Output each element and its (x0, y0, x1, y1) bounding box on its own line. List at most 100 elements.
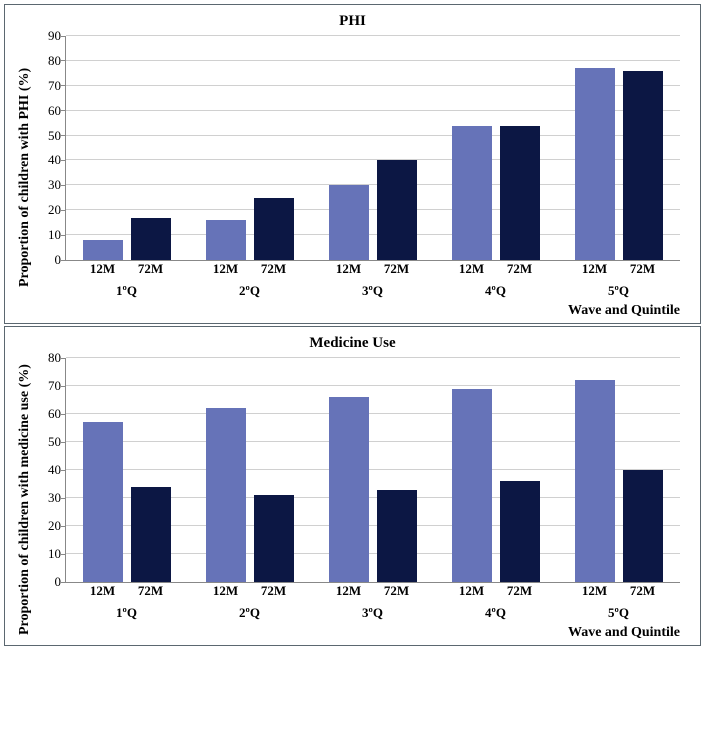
wave-label: 72M (254, 261, 294, 277)
bar (500, 126, 540, 260)
x-labels: 12M72M1ºQ12M72M2ºQ12M72M3ºQ12M72M4ºQ12M7… (65, 261, 680, 299)
x-axis-title: Wave and Quintile (35, 625, 680, 641)
y-tick-label: 70 (48, 78, 66, 94)
bar (254, 495, 294, 582)
bar-group (66, 358, 189, 582)
sub-labels: 12M 72M (311, 583, 434, 599)
wave-label: 72M (377, 583, 417, 599)
chart-area: Proportion of children with medicine use… (15, 358, 690, 641)
bar-group (312, 36, 435, 260)
bar-group (66, 36, 189, 260)
quintile-label: 3ºQ (311, 605, 434, 621)
bar (83, 240, 123, 260)
wave-label: 72M (254, 583, 294, 599)
sub-labels: 12M 72M (188, 261, 311, 277)
chart-title: Medicine Use (15, 335, 690, 352)
bar (623, 470, 663, 582)
bar (131, 218, 171, 260)
y-tick-label: 40 (48, 152, 66, 168)
y-tick-label: 10 (48, 546, 66, 562)
sub-labels: 12M 72M (311, 261, 434, 277)
sub-labels: 12M 72M (557, 261, 680, 277)
y-tick-label: 40 (48, 462, 66, 478)
wave-label: 72M (131, 583, 171, 599)
sub-labels: 12M 72M (65, 583, 188, 599)
x-group: 12M72M1ºQ (65, 261, 188, 299)
x-group: 12M72M4ºQ (434, 261, 557, 299)
quintile-label: 2ºQ (188, 283, 311, 299)
wave-label: 12M (206, 583, 246, 599)
wave-label: 72M (377, 261, 417, 277)
bar (623, 71, 663, 260)
bar (500, 481, 540, 582)
y-tick-label: 0 (55, 574, 67, 590)
quintile-label: 4ºQ (434, 605, 557, 621)
bar (377, 490, 417, 582)
y-tick-label: 90 (48, 28, 66, 44)
x-group: 12M 72M 2ºQ (188, 261, 311, 299)
bar (329, 397, 369, 582)
chart-panel-1: Medicine Use Proportion of children with … (4, 326, 701, 646)
x-group: 12M 72M 5ºQ (557, 583, 680, 621)
bar (206, 408, 246, 582)
wave-label: 12M (452, 583, 492, 599)
quintile-label: 3ºQ (311, 283, 434, 299)
bar-group (312, 358, 435, 582)
plot-container: 010203040506070809012M72M1ºQ12M72M2ºQ12M… (35, 36, 690, 319)
bar-group (557, 358, 680, 582)
bar (377, 160, 417, 260)
wave-label: 12M (329, 261, 369, 277)
x-group: 12M 72M 1ºQ (65, 583, 188, 621)
y-tick-label: 70 (48, 378, 66, 394)
bar-group (189, 36, 312, 260)
quintile-label: 5ºQ (557, 283, 680, 299)
plot: 0102030405060708090 (65, 36, 680, 261)
bar-group (434, 36, 557, 260)
wave-label: 12M (83, 261, 123, 277)
bar (575, 68, 615, 260)
y-tick-label: 0 (55, 252, 67, 268)
y-tick-label: 20 (48, 202, 66, 218)
sub-labels: 12M 72M (188, 583, 311, 599)
x-group: 12M 72M 5ºQ (557, 261, 680, 299)
wave-label: 12M (452, 261, 492, 277)
wave-label: 72M (500, 583, 540, 599)
quintile-label: 5ºQ (557, 605, 680, 621)
wave-label: 72M (623, 261, 663, 277)
bar (83, 422, 123, 582)
quintile-label: 1ºQ (65, 605, 188, 621)
bars-container (66, 358, 680, 582)
bars-container (66, 36, 680, 260)
bar (329, 185, 369, 260)
wave-label: 72M (500, 261, 540, 277)
sub-labels: 12M 72M (65, 261, 188, 277)
y-tick-label: 80 (48, 53, 66, 69)
y-tick-label: 80 (48, 350, 66, 366)
y-tick-label: 50 (48, 128, 66, 144)
x-group: 12M72M2ºQ (188, 583, 311, 621)
y-tick-label: 60 (48, 406, 66, 422)
wave-label: 12M (83, 583, 123, 599)
bar (452, 126, 492, 260)
sub-labels: 12M 72M (434, 583, 557, 599)
chart-title: PHI (15, 13, 690, 30)
bar (254, 198, 294, 260)
y-tick-label: 60 (48, 103, 66, 119)
y-tick-label: 20 (48, 518, 66, 534)
wave-label: 12M (329, 583, 369, 599)
wave-label: 12M (575, 583, 615, 599)
y-tick-label: 30 (48, 177, 66, 193)
x-group: 12M 72M 4ºQ (434, 583, 557, 621)
wave-label: 72M (131, 261, 171, 277)
wave-label: 72M (623, 583, 663, 599)
wave-label: 12M (206, 261, 246, 277)
wave-label: 12M (575, 261, 615, 277)
bar-group (434, 358, 557, 582)
x-labels: 12M72M1ºQ12M72M2ºQ12M72M3ºQ12M72M4ºQ12M7… (65, 583, 680, 621)
chart-area: Proportion of children with PHI (%)01020… (15, 36, 690, 319)
y-axis-label: Proportion of children with PHI (%) (15, 36, 35, 319)
bar (131, 487, 171, 582)
sub-labels: 12M 72M (434, 261, 557, 277)
y-tick-label: 10 (48, 227, 66, 243)
plot-container: 0102030405060708012M72M1ºQ12M72M2ºQ12M72… (35, 358, 690, 641)
